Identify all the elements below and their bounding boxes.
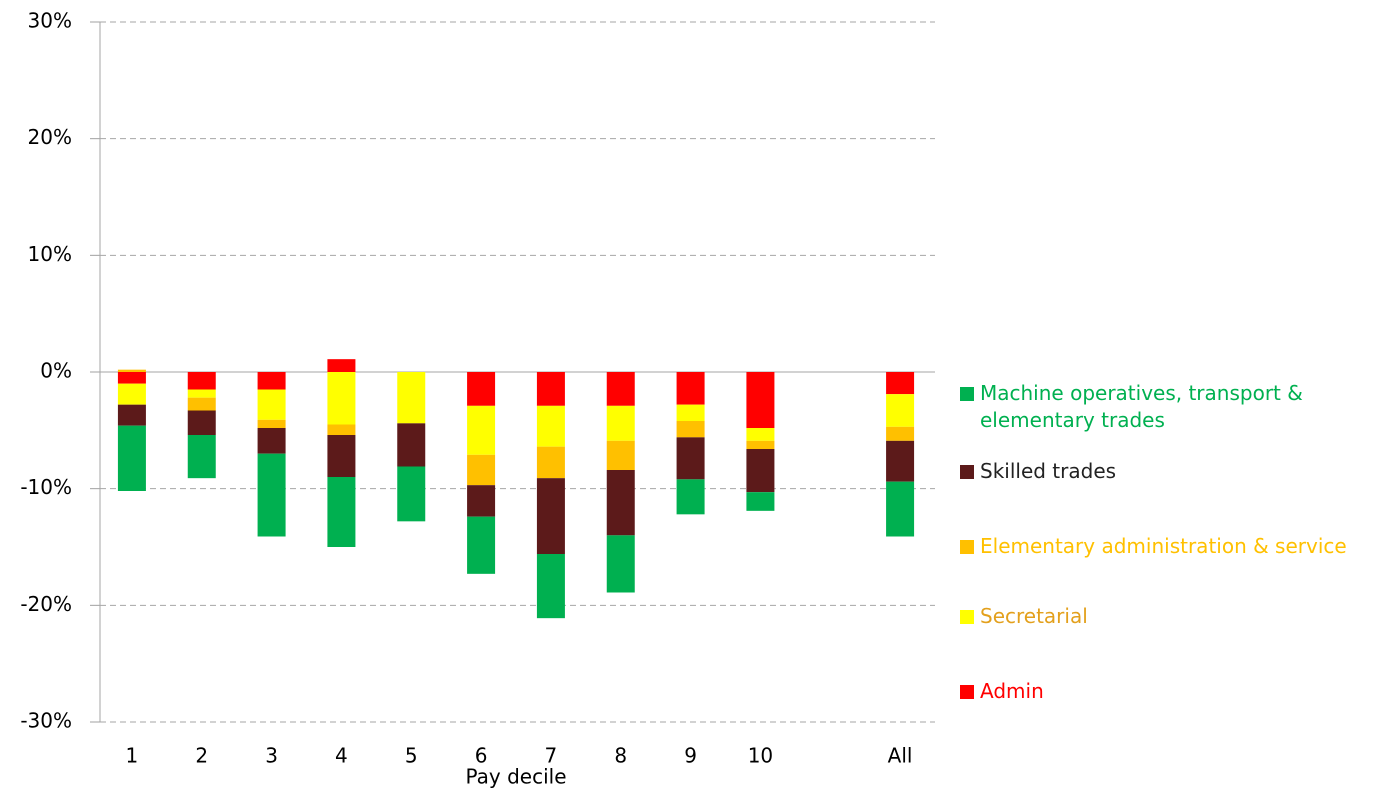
bar-segment (536, 405, 565, 447)
legend-swatch (960, 685, 974, 699)
x-tick-label: All (888, 744, 913, 768)
bar-segment (117, 372, 146, 384)
bar-segment (606, 372, 635, 406)
legend-label: Admin (980, 679, 1044, 703)
bar-segment (746, 440, 775, 449)
bar-segment (117, 369, 146, 372)
y-tick-label: 0% (40, 359, 72, 383)
legend-swatch (960, 387, 974, 401)
bar-segment (327, 477, 356, 547)
bar-segment (257, 453, 286, 537)
bar-segment (886, 394, 915, 427)
x-tick-label: 7 (545, 744, 558, 768)
y-tick-label: -10% (20, 475, 72, 499)
legend-label: Machine operatives, transport & elementa… (980, 381, 1303, 432)
bar-segment (327, 435, 356, 477)
bar-segment (676, 479, 705, 515)
bar-segment (187, 410, 216, 435)
bar-segment (397, 372, 426, 424)
bar-segment (467, 372, 496, 406)
x-axis-title: Pay decile (465, 765, 566, 789)
y-tick-label: 20% (28, 125, 72, 149)
legend-swatch (960, 540, 974, 554)
x-tick-label: 1 (126, 744, 139, 768)
bar-segment (397, 423, 426, 467)
bar-segment (536, 554, 565, 619)
bar-segment (467, 516, 496, 574)
bar-segment (746, 492, 775, 511)
bar-segment (676, 421, 705, 438)
bar-segment (187, 397, 216, 411)
bar-segment (536, 446, 565, 479)
bar-segment (467, 485, 496, 517)
x-tick-label: 5 (405, 744, 418, 768)
legend-item: Secretarial (960, 603, 1370, 630)
bar-segment (257, 428, 286, 454)
x-tick-label: 10 (748, 744, 773, 768)
bar-segment (117, 404, 146, 426)
legend-item: Skilled trades (960, 458, 1370, 485)
bar-segment (536, 372, 565, 406)
bar-segment (886, 481, 915, 537)
bar-segment (327, 372, 356, 425)
y-tick-label: -30% (20, 709, 72, 733)
legend-item: Machine operatives, transport & elementa… (960, 380, 1370, 434)
bar-segment (606, 440, 635, 470)
x-tick-label: 6 (475, 744, 488, 768)
bar-segment (187, 435, 216, 479)
bar-segment (886, 440, 915, 482)
bar-segment (886, 426, 915, 441)
x-tick-label: 8 (614, 744, 627, 768)
legend-item: Elementary administration & service (960, 533, 1370, 560)
bar-segment (676, 372, 705, 405)
bar-segment (606, 470, 635, 536)
legend-swatch (960, 465, 974, 479)
bar-segment (117, 425, 146, 491)
bar-segment (327, 359, 356, 372)
bar-segment (467, 454, 496, 486)
bar-segment (536, 478, 565, 554)
y-tick-label: -20% (20, 592, 72, 616)
bar-segment (606, 535, 635, 593)
x-tick-label: 9 (684, 744, 697, 768)
y-tick-label: 30% (28, 9, 72, 33)
bar-segment (397, 466, 426, 522)
bar-segment (746, 449, 775, 493)
bar-segment (467, 405, 496, 455)
bar-segment (886, 372, 915, 395)
bar-segment (187, 389, 216, 398)
bar-segment (257, 419, 286, 428)
legend-swatch (960, 610, 974, 624)
x-tick-label: 3 (265, 744, 278, 768)
bar-segment (117, 383, 146, 405)
x-tick-label: 4 (335, 744, 348, 768)
bar-segment (327, 424, 356, 435)
bar-segment (746, 372, 775, 428)
legend-label: Secretarial (980, 604, 1088, 628)
y-tick-label: 10% (28, 242, 72, 266)
bar-segment (257, 389, 286, 420)
bar-segment (746, 428, 775, 441)
legend-label: Elementary administration & service (980, 534, 1347, 558)
bar-segment (676, 404, 705, 421)
bar-segment (606, 405, 635, 441)
bar-segment (187, 372, 216, 390)
bar-segment (676, 437, 705, 480)
legend-label: Skilled trades (980, 459, 1117, 483)
bar-segment (257, 372, 286, 390)
x-tick-label: 2 (195, 744, 208, 768)
legend-item: Admin (960, 678, 1370, 705)
